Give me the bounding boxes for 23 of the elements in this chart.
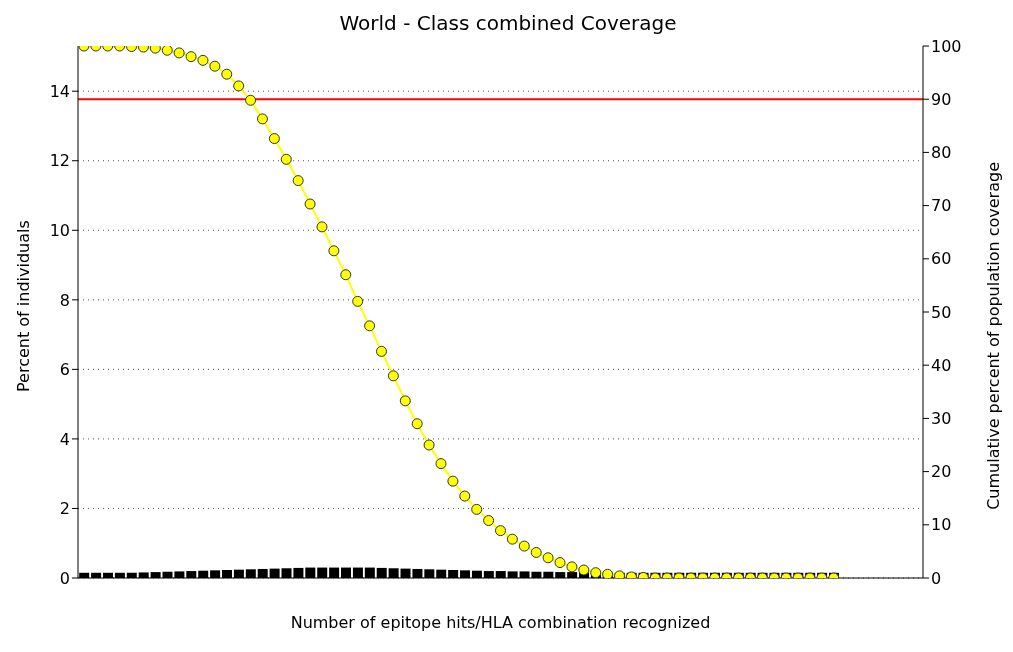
y2-tick-label: 60	[931, 249, 952, 269]
y-tick-label: 8	[59, 290, 70, 310]
y-tick-label: 4	[59, 429, 70, 449]
y2-tick-label: 40	[931, 355, 952, 375]
y-tick-label: 12	[49, 151, 70, 171]
y2-axis-title: Cumulative percent of population coverage	[983, 162, 1003, 510]
y2-tick-label: 90	[931, 89, 952, 109]
y2-tick-label: 70	[931, 196, 952, 216]
y-axis-title: Percent of individuals	[13, 220, 33, 392]
y-tick-label: 2	[59, 499, 70, 519]
y-tick-label: 10	[49, 220, 70, 240]
y2-tick-label: 0	[931, 568, 942, 588]
chart-title: World - Class combined Coverage	[338, 10, 678, 37]
y2-tick-label: 20	[931, 462, 952, 482]
y2-tick-label: 10	[931, 515, 952, 535]
y2-tick-label: 50	[931, 302, 952, 322]
y-tick-label: 0	[59, 568, 70, 588]
y2-tick-label: 30	[931, 409, 952, 429]
y-tick-label: 14	[49, 81, 70, 101]
x-axis-title: Number of epitope hits/HLA combination recognized	[290, 613, 711, 632]
y2-tick-label: 100	[931, 36, 962, 56]
y2-tick-label: 80	[931, 143, 952, 163]
y-tick-label: 6	[59, 360, 70, 380]
